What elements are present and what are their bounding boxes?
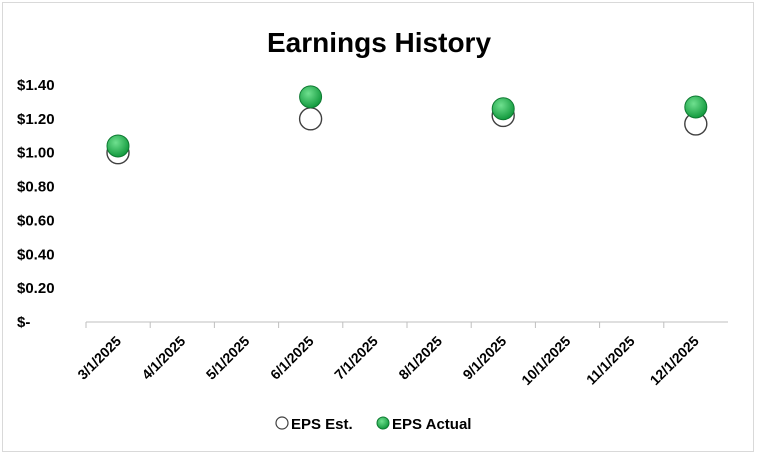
chart-container: Earnings History: [2, 2, 754, 452]
legend-label: EPS Est.: [291, 416, 353, 433]
x-tick-label: 8/1/2025: [395, 333, 445, 383]
x-tick-label: 3/1/2025: [74, 333, 124, 383]
chart-title: Earnings History: [266, 27, 492, 58]
legend-marker-eps-actual: [376, 416, 390, 430]
eps-actual-point: [684, 95, 708, 119]
eps-actual-point: [299, 85, 323, 109]
x-tick-label: 10/1/2025: [518, 333, 574, 389]
x-tick-label: 6/1/2025: [267, 333, 317, 383]
legend-label: EPS Actual: [392, 416, 471, 433]
eps-actual-point: [106, 134, 130, 158]
eps-actual-point: [491, 97, 515, 121]
y-tick-label: $-: [17, 314, 30, 331]
x-tick-label: 11/1/2025: [583, 333, 638, 388]
y-tick-label: $0.60: [17, 212, 55, 229]
x-tick-label: 9/1/2025: [459, 333, 509, 383]
x-tick-label: 12/1/2025: [647, 333, 703, 389]
x-tick-label: 7/1/2025: [331, 333, 381, 383]
y-tick-label: $1.00: [17, 145, 55, 162]
x-tick-label: 4/1/2025: [138, 333, 188, 383]
x-tick-label: 5/1/2025: [203, 333, 253, 383]
eps-est-point: [298, 107, 323, 131]
y-tick-label: $0.20: [17, 280, 55, 297]
y-tick-label: $0.80: [17, 179, 55, 196]
y-tick-label: $0.40: [17, 246, 55, 263]
y-tick-label: $1.20: [17, 111, 55, 128]
y-tick-label: $1.40: [17, 77, 55, 94]
legend-marker-eps-est: [275, 416, 289, 430]
